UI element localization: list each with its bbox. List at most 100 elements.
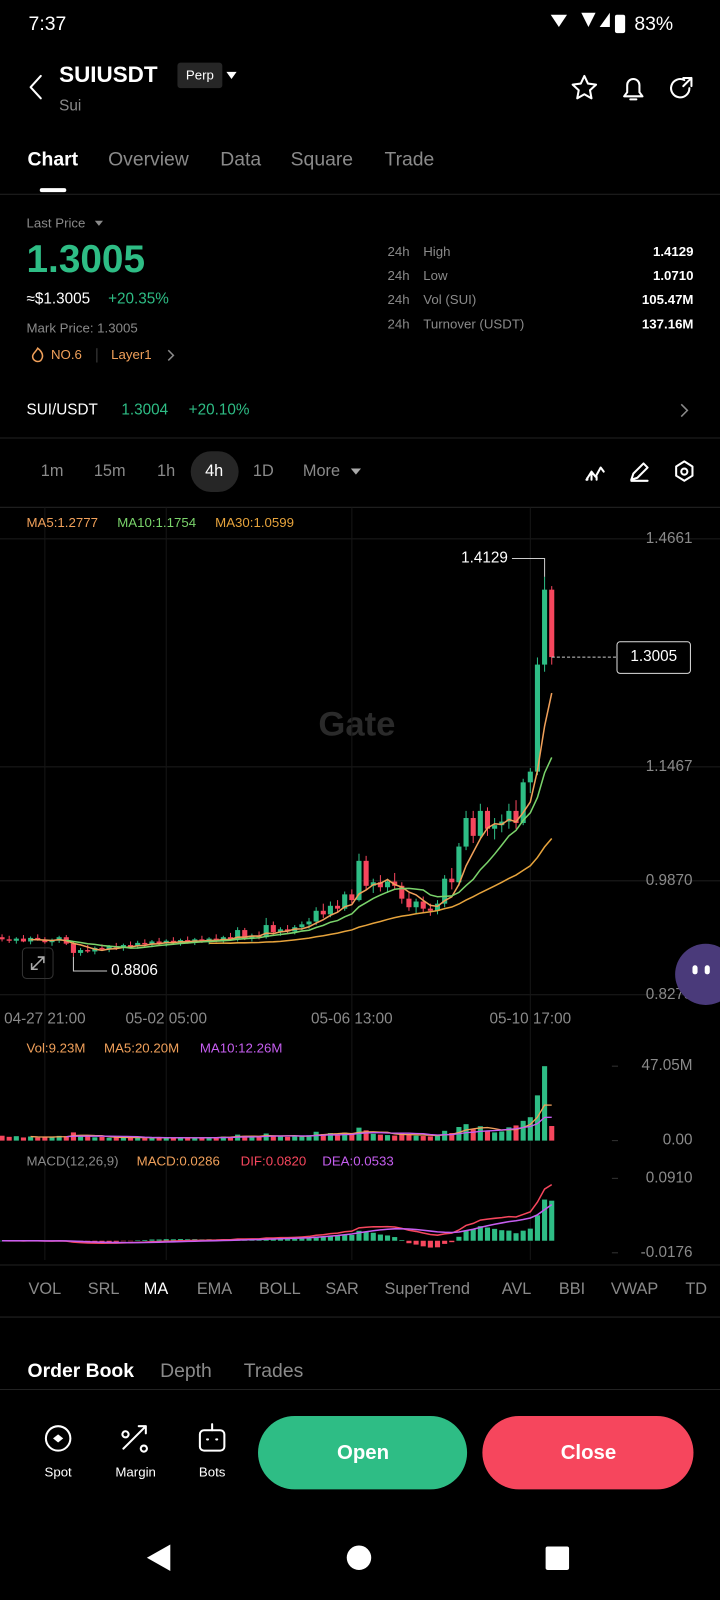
- stat-value: 105.47M: [642, 292, 694, 307]
- sector-tag[interactable]: Layer1: [111, 347, 152, 362]
- ma-legend: MA30:1.0599: [215, 515, 294, 530]
- macd-bar: [513, 1233, 519, 1241]
- tab[interactable]: Data: [220, 149, 261, 171]
- interval[interactable]: 15m: [94, 462, 126, 480]
- draw-icon[interactable]: [630, 462, 649, 482]
- interval[interactable]: 1m: [41, 462, 64, 480]
- nav-back[interactable]: [146, 1544, 171, 1571]
- close-label[interactable]: Close: [561, 1442, 616, 1464]
- ma-legend: MA5:1.2777: [27, 515, 98, 530]
- stat-value: 137.16M: [642, 316, 694, 331]
- nav-recents[interactable]: [545, 1546, 570, 1570]
- indicator-tab[interactable]: BOLL: [259, 1280, 301, 1298]
- indicator-tab[interactable]: SRL: [88, 1280, 120, 1298]
- candle-body: [434, 903, 441, 911]
- symbol[interactable]: SUIUSDT: [59, 62, 158, 87]
- volume-bar: [470, 1129, 476, 1141]
- indicator-tab[interactable]: TD: [685, 1280, 707, 1298]
- x-tick-label: 05-10 17:00: [490, 1010, 572, 1027]
- macd-legend: DIF:0.0820: [241, 1154, 307, 1169]
- candle-body: [277, 929, 284, 933]
- chevron[interactable]: [680, 403, 689, 418]
- open-button[interactable]: [258, 1415, 468, 1490]
- tab[interactable]: Square: [291, 149, 353, 171]
- candle-body: [320, 910, 326, 915]
- orderbook-tab[interactable]: Depth: [160, 1360, 212, 1382]
- tab[interactable]: Trade: [384, 149, 434, 171]
- nav-home[interactable]: [346, 1545, 372, 1570]
- volume-bar: [263, 1133, 269, 1141]
- indicator-tab[interactable]: VWAP: [611, 1280, 659, 1298]
- volume-bar: [163, 1138, 169, 1141]
- assistant-bubble[interactable]: [675, 943, 720, 1005]
- spot-icon[interactable]: [44, 1425, 72, 1452]
- indicator-tab[interactable]: BBI: [559, 1280, 585, 1298]
- volume-bar: [0, 1135, 5, 1141]
- rank[interactable]: NO.6: [51, 347, 82, 362]
- margin-icon[interactable]: [121, 1425, 148, 1453]
- volume-bar: [413, 1135, 419, 1141]
- bubble-eye: [704, 965, 710, 975]
- close-button[interactable]: [482, 1415, 694, 1490]
- alert-icon[interactable]: [623, 77, 644, 101]
- settings-icon[interactable]: [675, 460, 694, 482]
- volume-bar: [399, 1133, 405, 1141]
- macd-bar: [420, 1240, 426, 1247]
- indicator-tab[interactable]: SAR: [325, 1280, 359, 1298]
- candle-body: [127, 945, 134, 947]
- macd-bar: [477, 1226, 483, 1241]
- action-label[interactable]: Spot: [44, 1465, 72, 1480]
- open-label[interactable]: Open: [337, 1442, 389, 1464]
- interval[interactable]: More: [303, 462, 340, 480]
- indicator-tab[interactable]: MA: [144, 1280, 169, 1298]
- back-button[interactable]: [29, 74, 42, 100]
- settings-icon-center: [680, 467, 689, 476]
- indicator-tab[interactable]: EMA: [197, 1280, 232, 1298]
- interval[interactable]: 4h: [205, 462, 223, 480]
- action-label[interactable]: Bots: [199, 1465, 226, 1480]
- interval[interactable]: 1h: [157, 462, 175, 480]
- symbol-dropdown[interactable]: [226, 71, 237, 79]
- volume-bar: [127, 1137, 134, 1141]
- expand-button[interactable]: [21, 947, 54, 979]
- macd-bar: [163, 1239, 169, 1241]
- spot-change: +20.10%: [189, 401, 250, 418]
- action-label[interactable]: Margin: [115, 1465, 156, 1480]
- volume-bar: [449, 1133, 455, 1141]
- indicator-tab[interactable]: AVL: [502, 1280, 532, 1298]
- indicator-icon[interactable]: [585, 466, 605, 481]
- volume-bar: [28, 1136, 34, 1141]
- indicator-tab[interactable]: SuperTrend: [384, 1280, 469, 1298]
- stat-value: 1.4129: [653, 244, 694, 259]
- tab[interactable]: Chart: [28, 149, 79, 171]
- share-icon[interactable]: [670, 76, 693, 99]
- ma-line: [30, 692, 553, 952]
- volume-bar: [256, 1136, 262, 1141]
- volume-bar: [499, 1131, 505, 1141]
- bots-icon[interactable]: [198, 1429, 226, 1452]
- x-tick-label: 05-06 13:00: [311, 1010, 393, 1027]
- candle-body: [427, 908, 433, 911]
- volume-tick-label: 0.00: [663, 1132, 693, 1149]
- volume-bar: [42, 1137, 48, 1141]
- macd-tick-label: -0.0176: [641, 1244, 693, 1261]
- dropdown: [94, 220, 104, 226]
- indicator-tab[interactable]: VOL: [29, 1280, 62, 1298]
- last-price-label[interactable]: Last Price: [27, 215, 86, 230]
- interval[interactable]: 1D: [253, 462, 274, 480]
- orderbook-tab[interactable]: Trades: [244, 1360, 304, 1382]
- favorite-icon[interactable]: [571, 74, 598, 100]
- volume-bar: [120, 1137, 126, 1141]
- candle-body: [106, 946, 112, 950]
- status-time: 7:37: [29, 13, 67, 35]
- macd-bar: [170, 1239, 176, 1241]
- spot-pair[interactable]: SUI/USDT: [27, 401, 98, 418]
- orderbook-tab[interactable]: Order Book: [28, 1360, 135, 1382]
- macd-bar: [542, 1199, 548, 1241]
- macd-bar: [349, 1234, 355, 1241]
- interval-selected-bg: [190, 451, 239, 493]
- tab[interactable]: Overview: [108, 149, 190, 171]
- candle-body: [463, 818, 469, 847]
- candle-body: [470, 818, 476, 836]
